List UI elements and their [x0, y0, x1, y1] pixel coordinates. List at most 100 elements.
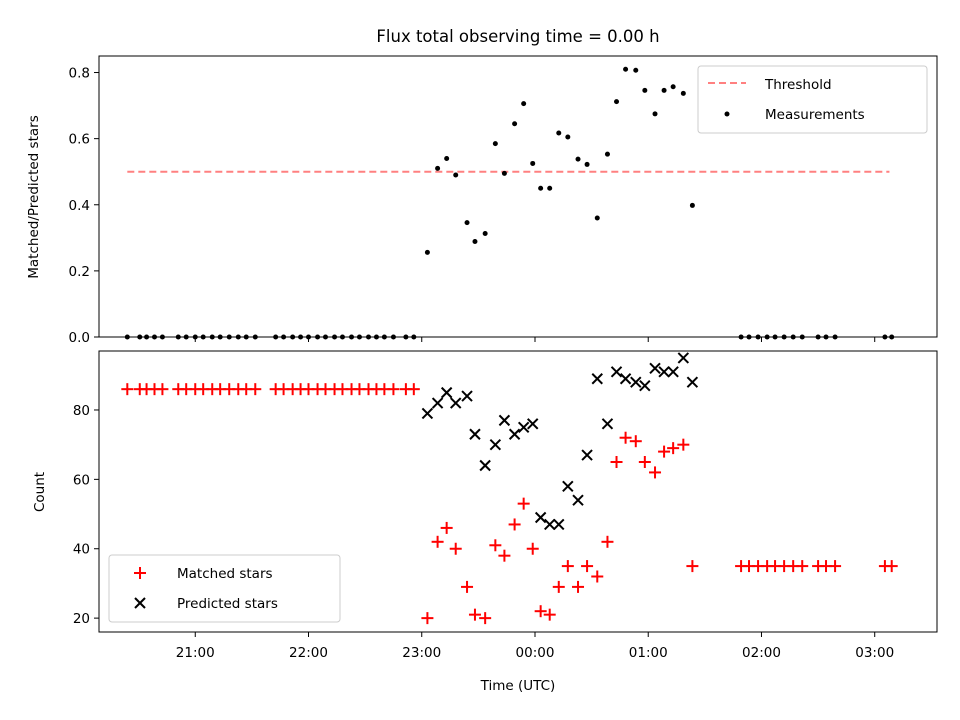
- matched-stars-point: [479, 612, 492, 625]
- matched-stars-point: [649, 466, 662, 479]
- predicted-stars-point: [498, 414, 511, 427]
- predicted-stars-point: [562, 480, 574, 493]
- count-y-ticks: 20 40 60 80: [73, 403, 99, 627]
- predicted-stars-point: [534, 511, 547, 524]
- measurements-point: [492, 141, 498, 147]
- predicted-stars-point: [677, 352, 690, 364]
- legend-matched-swatch: [134, 567, 146, 579]
- x-tick-label: 22:00: [289, 645, 328, 661]
- count-y-tick-label: 40: [73, 542, 90, 558]
- matched-stars-point: [468, 608, 481, 621]
- x-tick-label: 03:00: [855, 645, 894, 661]
- measurements-point: [453, 172, 459, 178]
- matched-stars-point: [489, 539, 502, 552]
- matched-stars-point: [387, 383, 400, 396]
- x-tick-label: 23:00: [402, 645, 441, 661]
- count-legend-box: [108, 554, 341, 623]
- matched-stars-point: [572, 580, 585, 593]
- x-tick-label: 21:00: [176, 645, 215, 661]
- measurements-point: [521, 101, 527, 107]
- predicted-stars-point: [667, 366, 679, 378]
- predicted-stars-point: [461, 390, 473, 402]
- measurements-point: [623, 66, 629, 72]
- matched-stars-point: [829, 560, 842, 573]
- matched-stars-point: [543, 608, 556, 621]
- measurements-point: [501, 170, 507, 176]
- predicted-stars-point: [440, 386, 453, 399]
- matched-stars-point: [552, 580, 565, 593]
- ratio-y-tick-label: 0.6: [69, 132, 90, 148]
- ratio-y-axis-label: Matched/Predicted stars: [26, 115, 42, 278]
- matched-stars-point: [534, 605, 547, 618]
- predicted-stars-point: [517, 421, 530, 434]
- count-marks: [121, 352, 898, 625]
- predicted-stars-point: [421, 407, 434, 420]
- measurements-point: [424, 249, 430, 255]
- matched-stars-point: [667, 442, 680, 455]
- matched-stars-point: [629, 435, 642, 448]
- matched-stars-point: [796, 560, 809, 573]
- panel-ratio: 0.00.20.40.60.8 Matched/Predicted stars …: [26, 55, 938, 346]
- x-axis-label: Time (UTC): [480, 678, 556, 694]
- measurements-point: [538, 185, 544, 191]
- matched-stars-point: [686, 560, 699, 573]
- count-x-ticks: 21:00 22:00 23:00 00:00 01:00 02:00 03:00: [176, 632, 894, 661]
- measurements-point: [575, 156, 581, 162]
- measurements-point: [680, 90, 686, 96]
- matched-stars-point: [526, 542, 539, 555]
- count-y-tick-label: 60: [73, 472, 90, 488]
- measurements-point: [584, 161, 590, 167]
- count-y-tick-label: 20: [73, 611, 90, 627]
- legend-measurements-label: Measurements: [765, 107, 865, 123]
- predicted-stars-point: [649, 362, 661, 375]
- measurements-point: [652, 111, 658, 117]
- measurements-point: [604, 151, 610, 157]
- ratio-marks: [124, 66, 895, 340]
- legend-predicted-label: Predicted stars: [177, 596, 278, 612]
- predicted-stars-point: [508, 428, 521, 440]
- matched-stars-point: [431, 535, 444, 548]
- measurements-point: [670, 84, 676, 90]
- measurements-point: [614, 99, 620, 105]
- matched-stars-point: [591, 570, 604, 583]
- matched-stars-point: [461, 580, 474, 593]
- count-y-tick-label: 80: [73, 403, 90, 419]
- matched-stars-point: [677, 438, 690, 451]
- predicted-stars-point: [630, 376, 642, 388]
- ratio-y-ticks: 0.0 0.2 0.4 0.6 0.8: [69, 66, 99, 346]
- measurements-point: [556, 130, 562, 136]
- panel-count: 20 40 60 80 21:00 22:00 23:00 00:00 01:00 02:00 0…: [32, 350, 938, 694]
- legend-threshold-label: Threshold: [764, 77, 832, 93]
- measurements-point: [444, 155, 450, 161]
- measurements-point: [547, 185, 553, 191]
- predicted-stars-point: [431, 397, 444, 409]
- measurements-point: [464, 220, 470, 226]
- matched-stars-point: [517, 497, 530, 510]
- predicted-stars-point: [581, 449, 593, 461]
- measurements-point: [689, 202, 695, 208]
- predicted-stars-point: [686, 376, 699, 388]
- ratio-axes-frame: [98, 55, 938, 338]
- matched-stars-point: [449, 542, 462, 555]
- matched-stars-point: [407, 383, 420, 396]
- count-axes-frame: [98, 350, 938, 633]
- measurements-point: [594, 215, 600, 221]
- ratio-y-tick-label: 0.4: [69, 198, 90, 214]
- matched-stars-point: [885, 560, 898, 573]
- predicted-stars-point: [572, 494, 584, 506]
- measurements-point: [661, 87, 667, 93]
- matched-stars-point: [440, 521, 453, 534]
- measurements-point: [642, 87, 648, 93]
- matched-stars-point: [658, 445, 671, 458]
- ratio-legend-box: [697, 65, 928, 134]
- predicted-stars-point: [544, 518, 556, 531]
- matched-stars-point: [249, 383, 262, 396]
- matched-stars-point: [610, 456, 623, 469]
- predicted-stars-point: [658, 366, 670, 378]
- measurements-point: [472, 238, 478, 244]
- ratio-y-tick-label: 0.8: [69, 66, 90, 82]
- chart-title: Flux total observing time = 0.00 h: [376, 27, 659, 46]
- predicted-stars-point: [450, 397, 462, 409]
- measurements-point: [512, 121, 518, 127]
- matched-stars-point: [498, 549, 511, 562]
